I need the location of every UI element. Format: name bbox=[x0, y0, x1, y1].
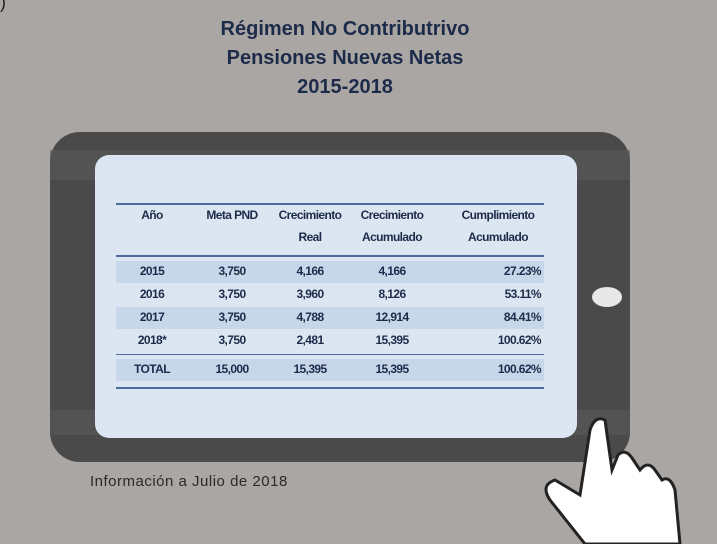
table-cell: 4,166 bbox=[347, 264, 437, 278]
page: ) Régimen No Contributrivo Pensiones Nue… bbox=[0, 0, 717, 544]
header-cell: Crecimiento bbox=[342, 208, 442, 222]
table-cell: 15,395 bbox=[347, 333, 437, 347]
table-cell: 27.23% bbox=[504, 264, 541, 278]
table-cell: 2016 bbox=[107, 287, 197, 301]
table-cell: 2015 bbox=[107, 264, 197, 278]
table-cell: 2018* bbox=[107, 333, 197, 347]
rule bbox=[116, 255, 544, 257]
table-cell: TOTAL bbox=[107, 362, 197, 376]
header-cell: Acumulado bbox=[342, 230, 442, 244]
table-cell: 3,750 bbox=[187, 310, 277, 324]
table-cell: 3,750 bbox=[187, 264, 277, 278]
table-cell: 100.62% bbox=[498, 362, 541, 376]
table-cell: 3,750 bbox=[187, 333, 277, 347]
header-cell: Acumulado bbox=[448, 230, 548, 244]
table-cell: 4,788 bbox=[265, 310, 355, 324]
rule bbox=[116, 387, 544, 389]
table-cell: 84.41% bbox=[504, 310, 541, 324]
footnote: Información a Julio de 2018 bbox=[90, 473, 288, 490]
table-cell: 53.11% bbox=[505, 287, 541, 301]
rule bbox=[116, 203, 544, 205]
table-cell: 3,750 bbox=[187, 287, 277, 301]
table-cell: 15,000 bbox=[187, 362, 277, 376]
header-cell: Cumplimiento bbox=[448, 208, 548, 222]
table-cell: 15,395 bbox=[265, 362, 355, 376]
table-cell: 8,126 bbox=[347, 287, 437, 301]
table-cell: 2017 bbox=[107, 310, 197, 324]
table-cell: 2,481 bbox=[265, 333, 355, 347]
table-cell: 15,395 bbox=[347, 362, 437, 376]
table-cell: 3,960 bbox=[265, 287, 355, 301]
table-cell: 100.62% bbox=[498, 333, 541, 347]
rule bbox=[116, 354, 544, 355]
table-cell: 12,914 bbox=[347, 310, 437, 324]
table-cell: 4,166 bbox=[265, 264, 355, 278]
